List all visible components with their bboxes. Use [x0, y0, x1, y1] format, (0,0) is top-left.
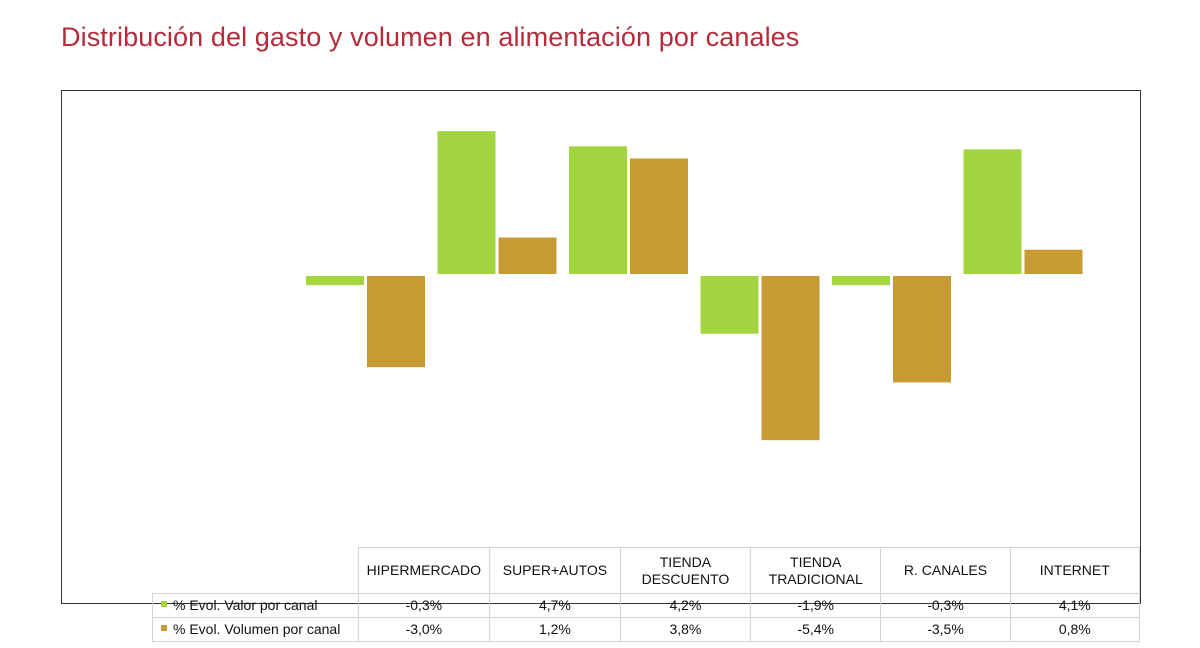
category-label: INTERNET: [1009, 547, 1141, 594]
page-title: Distribución del gasto y volumen en alim…: [61, 22, 800, 52]
bar-volumen-4: [893, 276, 951, 383]
legend-swatch-volumen: [161, 625, 167, 632]
bar-valor-0: [306, 276, 364, 286]
series-row-volumen: % Evol. Volumen por canal -3,0% 1,2% 3,8…: [152, 617, 1141, 642]
data-label: 1,2%: [489, 617, 621, 642]
data-label: -0,3%: [880, 593, 1011, 618]
category-label: HIPERMERCADO: [357, 547, 491, 594]
bar-valor-2: [569, 146, 627, 274]
data-label: 3,8%: [619, 617, 752, 642]
legend-label: % Evol. Volumen por canal: [173, 621, 341, 637]
data-label: -5,4%: [749, 617, 882, 642]
category-header-row: HIPERMERCADO SUPER+AUTOS TIENDA DESCUENTO…: [153, 547, 1141, 594]
data-label: -0,3%: [357, 593, 491, 618]
data-table: HIPERMERCADO SUPER+AUTOS TIENDA DESCUENTO…: [152, 547, 1141, 642]
bar-volumen-5: [1024, 249, 1083, 274]
category-label: TIENDA DESCUENTO: [619, 547, 752, 594]
data-label: -3,5%: [880, 617, 1011, 642]
data-label: 0,8%: [1009, 617, 1141, 642]
bar-volumen-1: [498, 237, 557, 274]
bar-volumen-2: [630, 158, 688, 274]
data-label: -1,9%: [749, 593, 882, 618]
chart-frame: HIPERMERCADO SUPER+AUTOS TIENDA DESCUENTO…: [61, 90, 1141, 642]
legend-swatch-valor: [161, 601, 167, 608]
bar-valor-4: [832, 276, 890, 286]
bar-valor-5: [963, 149, 1022, 274]
bar-volumen-3: [761, 276, 820, 441]
bar-volumen-0: [367, 276, 425, 368]
table-corner: [153, 548, 359, 594]
category-label: R. CANALES: [880, 547, 1011, 594]
data-label: 4,2%: [619, 593, 752, 618]
legend-entry: % Evol. Volumen por canal: [152, 617, 359, 642]
legend-label: % Evol. Valor por canal: [173, 597, 318, 613]
bar-valor-3: [700, 276, 759, 334]
bar-valor-1: [437, 131, 496, 274]
data-label: 4,7%: [489, 593, 621, 618]
category-label: SUPER+AUTOS: [489, 547, 621, 594]
legend-entry: % Evol. Valor por canal: [152, 593, 359, 618]
series-row-valor: % Evol. Valor por canal -0,3% 4,7% 4,2% …: [152, 593, 1141, 618]
data-label: -3,0%: [357, 617, 491, 642]
category-label: TIENDA TRADICIONAL: [749, 547, 882, 594]
bar-chart: [306, 131, 1083, 441]
data-label: 4,1%: [1009, 593, 1141, 618]
